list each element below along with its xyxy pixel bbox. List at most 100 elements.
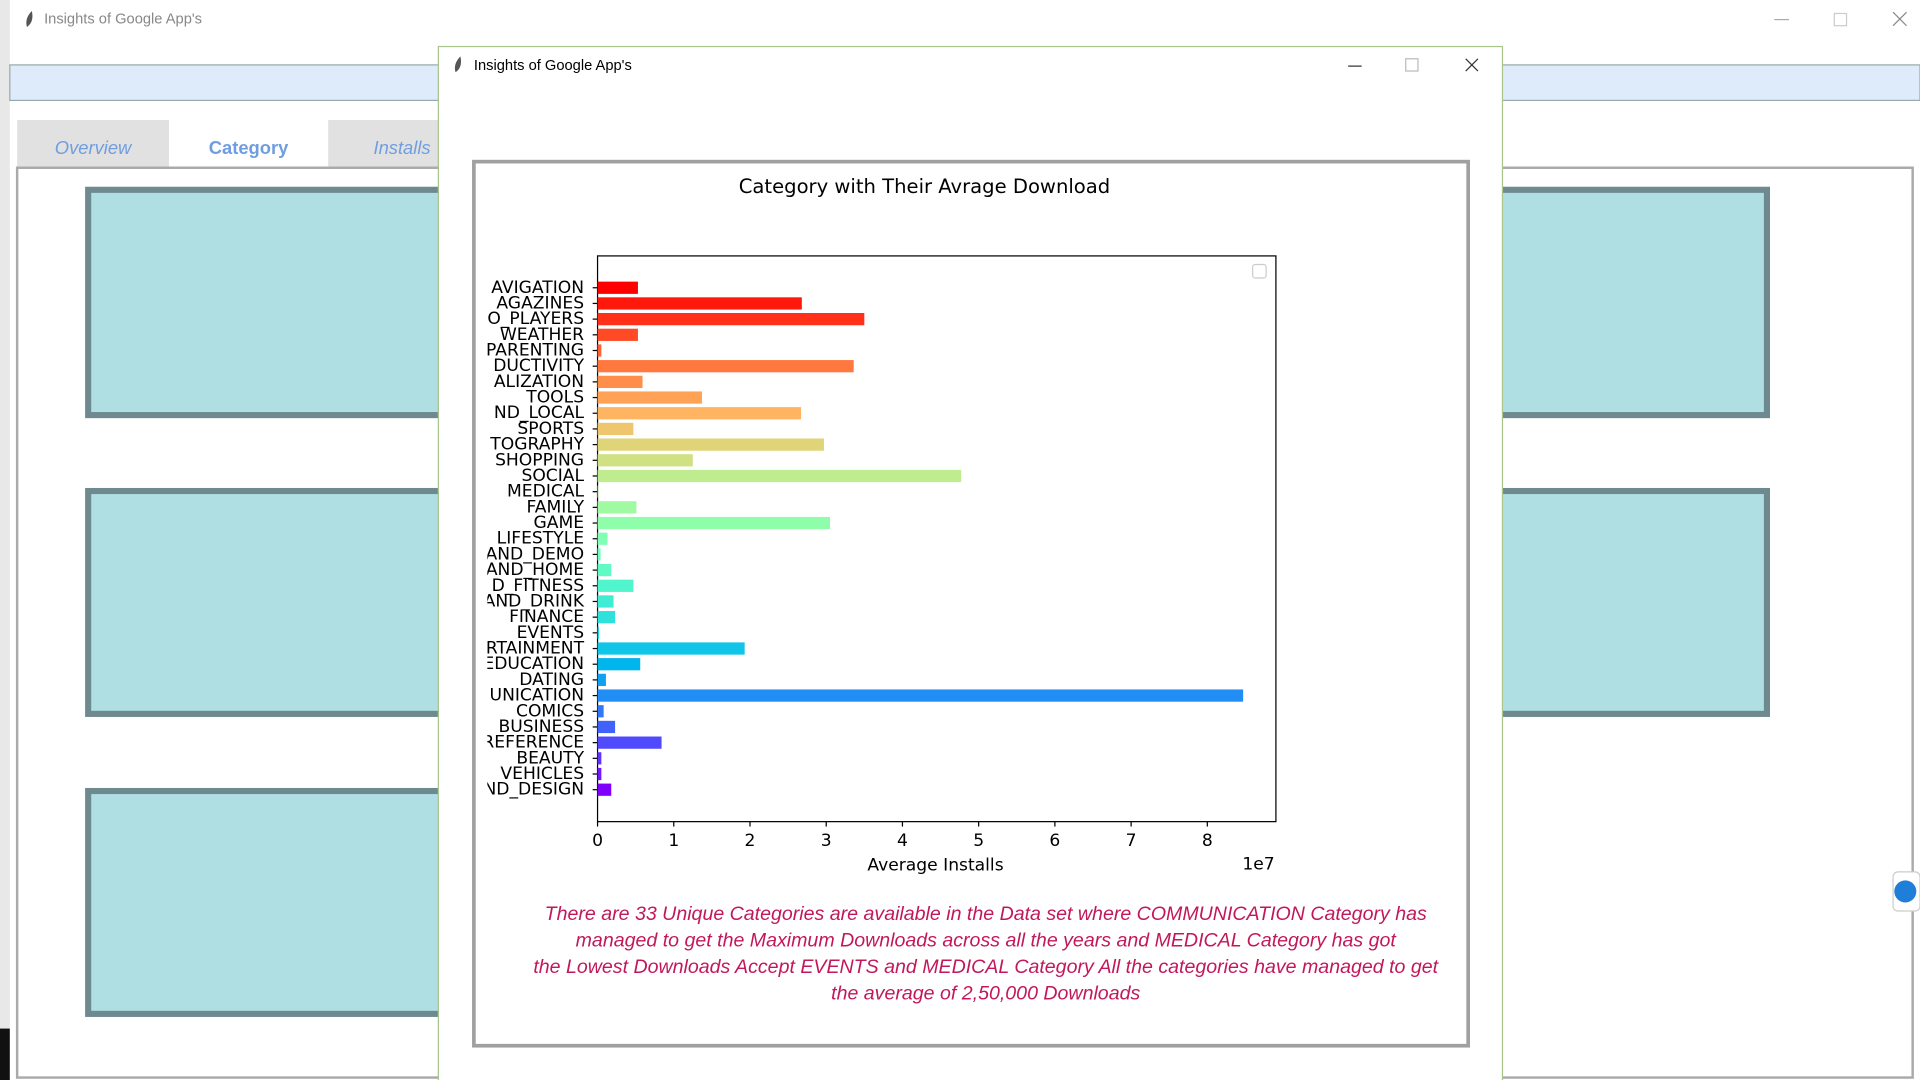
bar — [597, 752, 602, 765]
bar — [597, 532, 608, 545]
y-tick-label: VEHICLES — [500, 764, 584, 784]
y-tick-label: BUSINESS — [499, 717, 585, 737]
y-tick-label: SOCIAL — [521, 466, 584, 486]
card — [85, 787, 459, 1017]
annotation-line: the Lowest Downloads Accept EVENTS and M… — [533, 956, 1439, 978]
dialog-icon — [454, 56, 462, 73]
y-tick-label: GAME — [533, 513, 584, 533]
bar — [597, 563, 612, 577]
bar — [597, 767, 602, 781]
bar — [597, 328, 638, 341]
y-tick-label: FINANCE — [509, 607, 584, 627]
bar — [597, 501, 637, 514]
bar — [597, 360, 854, 373]
bar — [597, 579, 634, 592]
y-tick-label: AND_DEMO — [486, 544, 585, 564]
card — [85, 487, 459, 717]
left-dark — [0, 1028, 10, 1080]
y-tick-label: REFERENCE — [482, 733, 584, 753]
y-tick-label: RTAINMENT — [486, 639, 585, 659]
y-tick-label: PARENTING — [486, 340, 584, 360]
x-tick-label: 1 — [668, 831, 679, 851]
y-tick-label: SHOPPING — [495, 450, 584, 470]
left-edge — [0, 0, 10, 1080]
bar — [597, 673, 606, 687]
x-tick-label: 5 — [973, 831, 984, 851]
bar — [597, 658, 641, 671]
y-tick-label: AVIGATION — [491, 278, 584, 298]
bar — [597, 485, 599, 498]
bar — [597, 595, 614, 608]
x-offset-label: 1e7 — [1242, 854, 1274, 874]
bar — [597, 516, 831, 530]
x-tick-label: 6 — [1049, 831, 1060, 851]
bar — [597, 438, 824, 451]
bar — [597, 720, 616, 734]
x-axis-label: Average Installs — [867, 856, 1003, 876]
bar — [597, 689, 1244, 702]
app-icon — [26, 11, 33, 27]
annotation-line: managed to get the Maximum Downloads acr… — [576, 929, 1398, 951]
y-tick-label: AND_DRINK — [484, 591, 585, 611]
y-tick-label: ND_DESIGN — [484, 780, 585, 800]
bar — [597, 611, 616, 624]
y-tick-label: D_FITNESS — [492, 576, 584, 596]
bar — [597, 642, 745, 655]
x-tick-label: 0 — [592, 831, 603, 851]
y-tick-label: UNICATION — [490, 686, 585, 706]
annotation-line: the average of 2,50,000 Downloads — [831, 983, 1140, 1005]
y-tick-label: ALIZATION — [494, 372, 584, 392]
y-tick-label: O_PLAYERS — [487, 309, 584, 329]
close[interactable] — [1892, 11, 1907, 27]
y-tick-label: BEAUTY — [516, 748, 584, 768]
y-tick-label: TOOLS — [525, 388, 584, 408]
card — [1484, 186, 1771, 419]
bar — [597, 548, 601, 561]
bar — [597, 783, 612, 796]
tab[interactable] — [17, 120, 169, 168]
y-tick-label: MEDICAL — [507, 482, 585, 502]
empty-legend — [1252, 263, 1267, 279]
y-tick-label: EDUCATION — [483, 654, 584, 674]
side-widget-icon[interactable] — [1894, 880, 1917, 903]
y-tick-label: EVENTS — [517, 623, 585, 643]
bar — [597, 344, 602, 357]
y-tick-label: LIFESTYLE — [497, 529, 584, 549]
bar — [597, 281, 638, 294]
y-tick-label: TOGRAPHY — [489, 435, 584, 455]
bar — [597, 422, 634, 436]
chart: Category with Their Avrage Download Aver… — [596, 175, 1277, 876]
x-tick-label: 8 — [1202, 831, 1213, 851]
tab-label[interactable]: Category — [209, 137, 289, 158]
tab[interactable] — [328, 120, 441, 168]
x-tick-label: 7 — [1126, 831, 1137, 851]
y-tick-label: ND_LOCAL — [494, 403, 585, 423]
bar — [597, 313, 865, 326]
x-tick-label: 3 — [821, 831, 832, 851]
maximize[interactable] — [1833, 12, 1848, 27]
bar — [597, 454, 693, 467]
tab-label[interactable]: Installs — [373, 137, 430, 158]
y-tick-label: FAMILY — [527, 497, 585, 517]
y-tick-label: SPORTS — [517, 419, 584, 439]
annotation-line: There are 33 Unique Categories are avail… — [545, 903, 1427, 925]
maximize[interactable] — [1405, 58, 1419, 72]
bar — [597, 375, 643, 388]
bar — [597, 297, 802, 310]
y-tick-label: AND_HOME — [486, 560, 584, 580]
bar — [597, 705, 604, 718]
bar — [597, 626, 600, 639]
close[interactable] — [1465, 58, 1479, 72]
bar — [597, 407, 802, 420]
tab-label[interactable]: Overview — [55, 137, 133, 158]
y-tick-label: WEATHER — [500, 325, 584, 345]
dialog-title: Insights of Google App's — [474, 58, 632, 74]
y-tick-label: AGAZINES — [496, 293, 584, 313]
bar — [597, 736, 662, 749]
bar — [597, 391, 702, 404]
category-labels: AVIGATIONAGAZINESO_PLAYERSWEATHERPARENTI… — [482, 278, 585, 800]
bar — [597, 469, 962, 483]
y-tick-label: DATING — [519, 670, 584, 690]
